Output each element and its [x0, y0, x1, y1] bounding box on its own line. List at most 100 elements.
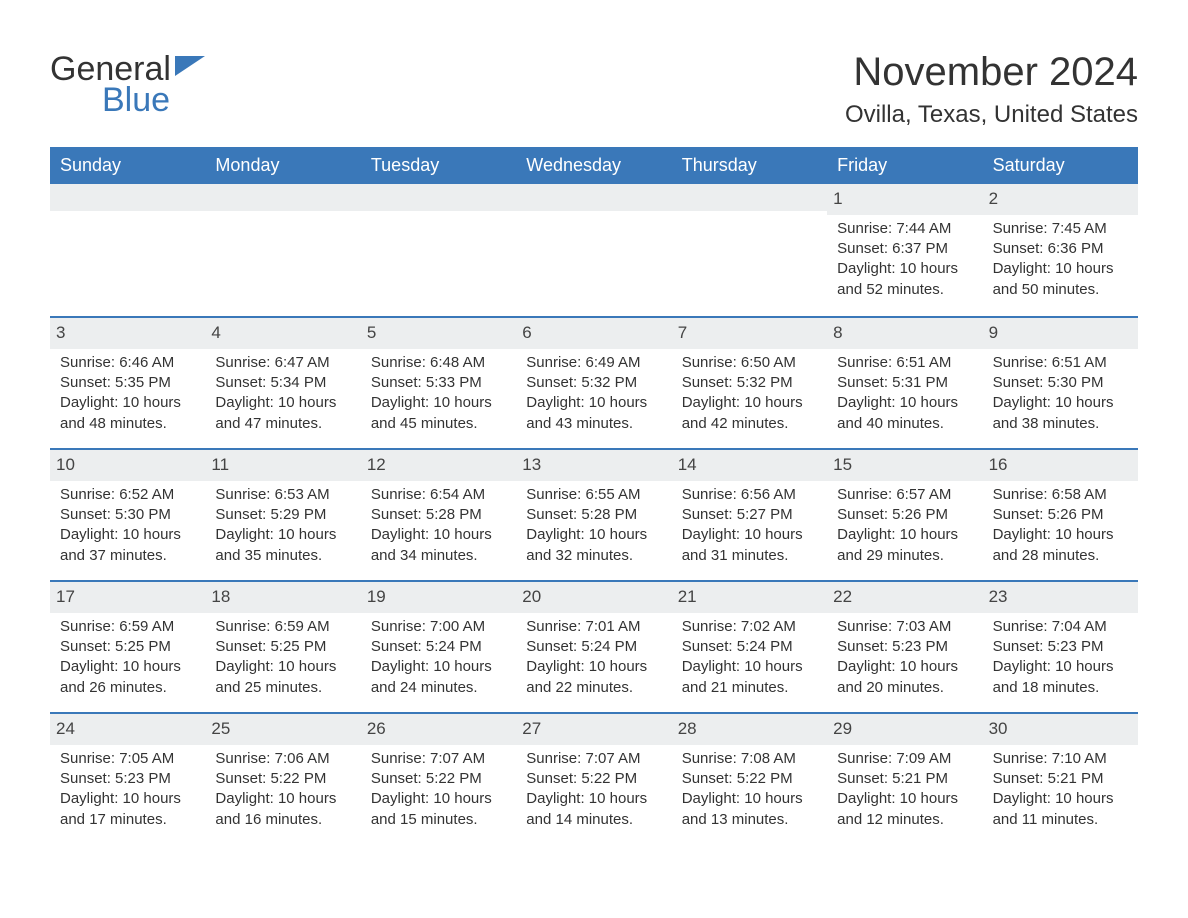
- sunset-text: Sunset: 5:21 PM: [837, 769, 972, 789]
- location: Ovilla, Texas, United States: [845, 101, 1138, 129]
- daylight-text: Daylight: 10 hours and 14 minutes.: [526, 789, 661, 830]
- day-content: Sunrise: 6:48 AMSunset: 5:33 PMDaylight:…: [369, 353, 508, 434]
- calendar: Sunday Monday Tuesday Wednesday Thursday…: [50, 147, 1138, 844]
- day-number: [672, 184, 827, 211]
- day-number: 23: [983, 582, 1138, 613]
- daylight-text: Daylight: 10 hours and 17 minutes.: [60, 789, 195, 830]
- daylight-text: Daylight: 10 hours and 34 minutes.: [371, 525, 506, 566]
- day-cell: 23 Sunrise: 7:04 AMSunset: 5:23 PMDayligh…: [983, 582, 1138, 712]
- sunset-text: Sunset: 5:32 PM: [526, 373, 661, 393]
- daylight-text: Daylight: 10 hours and 52 minutes.: [837, 259, 972, 300]
- day-cell: [50, 184, 205, 316]
- day-content: Sunrise: 7:44 AMSunset: 6:37 PMDaylight:…: [835, 219, 974, 300]
- day-content: Sunrise: 6:58 AMSunset: 5:26 PMDaylight:…: [991, 485, 1130, 566]
- day-cell: 24Sunrise: 7:05 AMSunset: 5:23 PMDayligh…: [50, 714, 205, 844]
- day-number: 6: [516, 318, 671, 349]
- day-number: 22: [827, 582, 982, 613]
- month-title: November 2024: [845, 50, 1138, 95]
- daylight-text: Daylight: 10 hours and 47 minutes.: [215, 393, 350, 434]
- day-content: Sunrise: 7:09 AMSunset: 5:21 PMDaylight:…: [835, 749, 974, 830]
- sunrise-text: Sunrise: 6:49 AM: [526, 353, 661, 373]
- day-cell: 29 Sunrise: 7:09 AMSunset: 5:21 PMDayligh…: [827, 714, 982, 844]
- day-cell: 11 Sunrise: 6:53 AMSunset: 5:29 PMDayligh…: [205, 450, 360, 580]
- week-row: 10Sunrise: 6:52 AMSunset: 5:30 PMDayligh…: [50, 448, 1138, 580]
- daylight-text: Daylight: 10 hours and 35 minutes.: [215, 525, 350, 566]
- daylight-text: Daylight: 10 hours and 50 minutes.: [993, 259, 1128, 300]
- day-content: Sunrise: 6:54 AMSunset: 5:28 PMDaylight:…: [369, 485, 508, 566]
- daylight-text: Daylight: 10 hours and 13 minutes.: [682, 789, 817, 830]
- day-cell: 30Sunrise: 7:10 AMSunset: 5:21 PMDayligh…: [983, 714, 1138, 844]
- day-number: 14: [672, 450, 827, 481]
- sunset-text: Sunset: 5:26 PM: [837, 505, 972, 525]
- day-content: Sunrise: 7:07 AMSunset: 5:22 PMDaylight:…: [369, 749, 508, 830]
- day-number: 8: [827, 318, 982, 349]
- sunrise-text: Sunrise: 7:06 AM: [215, 749, 350, 769]
- day-cell: 16Sunrise: 6:58 AMSunset: 5:26 PMDayligh…: [983, 450, 1138, 580]
- day-cell: [672, 184, 827, 316]
- logo-flag-icon: [175, 56, 205, 80]
- day-number: 10: [50, 450, 205, 481]
- daylight-text: Daylight: 10 hours and 11 minutes.: [993, 789, 1128, 830]
- week-row: 3Sunrise: 6:46 AMSunset: 5:35 PMDaylight…: [50, 316, 1138, 448]
- day-cell: 14Sunrise: 6:56 AMSunset: 5:27 PMDayligh…: [672, 450, 827, 580]
- day-number: 5: [361, 318, 516, 349]
- day-number: 11: [205, 450, 360, 481]
- daylight-text: Daylight: 10 hours and 18 minutes.: [993, 657, 1128, 698]
- sunset-text: Sunset: 5:23 PM: [60, 769, 195, 789]
- daylight-text: Daylight: 10 hours and 40 minutes.: [837, 393, 972, 434]
- daylight-text: Daylight: 10 hours and 45 minutes.: [371, 393, 506, 434]
- day-content: Sunrise: 6:50 AMSunset: 5:32 PMDaylight:…: [680, 353, 819, 434]
- day-number: 29: [827, 714, 982, 745]
- day-content: Sunrise: 6:51 AMSunset: 5:31 PMDaylight:…: [835, 353, 974, 434]
- day-cell: 25Sunrise: 7:06 AMSunset: 5:22 PMDayligh…: [205, 714, 360, 844]
- sunset-text: Sunset: 5:24 PM: [682, 637, 817, 657]
- day-content: Sunrise: 6:57 AMSunset: 5:26 PMDaylight:…: [835, 485, 974, 566]
- sunset-text: Sunset: 5:24 PM: [371, 637, 506, 657]
- sunrise-text: Sunrise: 6:55 AM: [526, 485, 661, 505]
- day-content: Sunrise: 6:53 AMSunset: 5:29 PMDaylight:…: [213, 485, 352, 566]
- daylight-text: Daylight: 10 hours and 12 minutes.: [837, 789, 972, 830]
- sunrise-text: Sunrise: 6:52 AM: [60, 485, 195, 505]
- weekday-monday: Monday: [205, 147, 360, 184]
- day-content: Sunrise: 6:51 AMSunset: 5:30 PMDaylight:…: [991, 353, 1130, 434]
- day-content: Sunrise: 6:55 AMSunset: 5:28 PMDaylight:…: [524, 485, 663, 566]
- day-number: 18: [205, 582, 360, 613]
- daylight-text: Daylight: 10 hours and 24 minutes.: [371, 657, 506, 698]
- sunset-text: Sunset: 5:23 PM: [993, 637, 1128, 657]
- day-cell: 17Sunrise: 6:59 AMSunset: 5:25 PMDayligh…: [50, 582, 205, 712]
- sunrise-text: Sunrise: 7:01 AM: [526, 617, 661, 637]
- day-content: Sunrise: 6:59 AMSunset: 5:25 PMDaylight:…: [58, 617, 197, 698]
- sunrise-text: Sunrise: 7:09 AM: [837, 749, 972, 769]
- day-cell: 7Sunrise: 6:50 AMSunset: 5:32 PMDaylight…: [672, 318, 827, 448]
- day-cell: 19Sunrise: 7:00 AMSunset: 5:24 PMDayligh…: [361, 582, 516, 712]
- day-cell: 27Sunrise: 7:07 AMSunset: 5:22 PMDayligh…: [516, 714, 671, 844]
- day-number: 2: [983, 184, 1138, 215]
- sunset-text: Sunset: 5:28 PM: [526, 505, 661, 525]
- day-cell: 9Sunrise: 6:51 AMSunset: 5:30 PMDaylight…: [983, 318, 1138, 448]
- day-number: 20: [516, 582, 671, 613]
- day-number: 1: [827, 184, 982, 215]
- sunset-text: Sunset: 5:22 PM: [682, 769, 817, 789]
- sunrise-text: Sunrise: 6:51 AM: [993, 353, 1128, 373]
- sunset-text: Sunset: 5:21 PM: [993, 769, 1128, 789]
- sunrise-text: Sunrise: 7:02 AM: [682, 617, 817, 637]
- day-cell: 13Sunrise: 6:55 AMSunset: 5:28 PMDayligh…: [516, 450, 671, 580]
- sunset-text: Sunset: 5:25 PM: [60, 637, 195, 657]
- sunset-text: Sunset: 5:30 PM: [993, 373, 1128, 393]
- sunrise-text: Sunrise: 6:53 AM: [215, 485, 350, 505]
- sunset-text: Sunset: 6:37 PM: [837, 239, 972, 259]
- day-content: Sunrise: 7:03 AMSunset: 5:23 PMDaylight:…: [835, 617, 974, 698]
- sunrise-text: Sunrise: 6:51 AM: [837, 353, 972, 373]
- day-content: Sunrise: 6:47 AMSunset: 5:34 PMDaylight:…: [213, 353, 352, 434]
- sunrise-text: Sunrise: 6:58 AM: [993, 485, 1128, 505]
- day-cell: 18Sunrise: 6:59 AMSunset: 5:25 PMDayligh…: [205, 582, 360, 712]
- sunrise-text: Sunrise: 7:07 AM: [526, 749, 661, 769]
- daylight-text: Daylight: 10 hours and 43 minutes.: [526, 393, 661, 434]
- day-cell: 28Sunrise: 7:08 AMSunset: 5:22 PMDayligh…: [672, 714, 827, 844]
- sunrise-text: Sunrise: 7:04 AM: [993, 617, 1128, 637]
- daylight-text: Daylight: 10 hours and 28 minutes.: [993, 525, 1128, 566]
- weekday-wednesday: Wednesday: [516, 147, 671, 184]
- sunset-text: Sunset: 5:28 PM: [371, 505, 506, 525]
- day-number: 19: [361, 582, 516, 613]
- day-content: Sunrise: 7:07 AMSunset: 5:22 PMDaylight:…: [524, 749, 663, 830]
